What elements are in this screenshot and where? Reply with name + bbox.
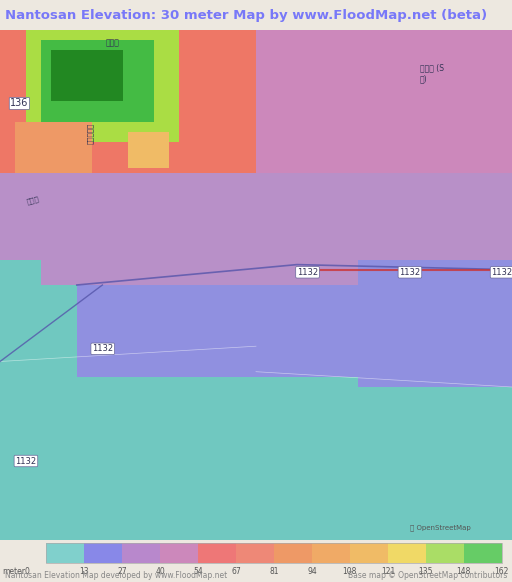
Text: 27: 27 bbox=[117, 567, 127, 576]
Bar bbox=[128, 132, 169, 168]
Text: 40: 40 bbox=[155, 567, 165, 576]
Text: 94: 94 bbox=[307, 567, 317, 576]
Text: 1132: 1132 bbox=[92, 345, 113, 353]
Text: 67: 67 bbox=[231, 567, 241, 576]
Text: 121: 121 bbox=[381, 567, 395, 576]
Text: 진동로: 진동로 bbox=[26, 196, 39, 205]
Bar bbox=[84, 544, 122, 563]
Bar bbox=[358, 260, 512, 387]
Text: 54: 54 bbox=[193, 567, 203, 576]
Text: 162: 162 bbox=[495, 567, 509, 576]
Text: Nantosan Elevation Map developed by www.FloodMap.net: Nantosan Elevation Map developed by www.… bbox=[5, 571, 227, 580]
Text: meter0: meter0 bbox=[3, 567, 30, 576]
Bar bbox=[0, 30, 256, 173]
Text: 논산방향로: 논산방향로 bbox=[87, 123, 94, 144]
Text: 81: 81 bbox=[269, 567, 279, 576]
Text: 148: 148 bbox=[457, 567, 471, 576]
Bar bbox=[160, 544, 198, 563]
Bar bbox=[0, 132, 512, 285]
Text: Base map © OpenStreetMap contributors: Base map © OpenStreetMap contributors bbox=[348, 571, 507, 580]
Text: 1132: 1132 bbox=[399, 268, 420, 277]
Text: 1132: 1132 bbox=[15, 456, 36, 466]
Bar bbox=[46, 544, 84, 563]
Bar bbox=[274, 544, 312, 563]
Bar bbox=[198, 544, 236, 563]
Bar bbox=[0, 285, 77, 387]
Bar bbox=[350, 544, 388, 563]
Bar bbox=[51, 51, 123, 101]
Bar bbox=[26, 30, 179, 142]
Bar bbox=[426, 544, 464, 563]
Bar bbox=[312, 544, 350, 563]
Text: 1132: 1132 bbox=[297, 268, 318, 277]
Text: 13: 13 bbox=[79, 567, 89, 576]
Text: 108: 108 bbox=[343, 567, 357, 576]
Bar bbox=[15, 122, 92, 173]
Bar bbox=[122, 544, 160, 563]
Bar bbox=[0, 249, 512, 377]
Text: 세화리 (S
리): 세화리 (S 리) bbox=[420, 63, 444, 83]
Text: 1132: 1132 bbox=[492, 268, 512, 277]
Bar bbox=[0, 260, 41, 336]
Bar bbox=[236, 544, 274, 563]
Bar bbox=[41, 40, 154, 122]
Text: 발막음: 발막음 bbox=[105, 38, 120, 47]
Text: Nantosan Elevation: 30 meter Map by www.FloodMap.net (beta): Nantosan Elevation: 30 meter Map by www.… bbox=[5, 9, 487, 22]
Text: 🔍 OpenStreetMap: 🔍 OpenStreetMap bbox=[410, 525, 471, 531]
Bar bbox=[0, 361, 512, 540]
Bar bbox=[464, 544, 502, 563]
Bar bbox=[388, 544, 426, 563]
Bar bbox=[46, 544, 502, 563]
Text: 135: 135 bbox=[419, 567, 433, 576]
Text: 136: 136 bbox=[10, 98, 29, 108]
Bar bbox=[256, 30, 512, 173]
